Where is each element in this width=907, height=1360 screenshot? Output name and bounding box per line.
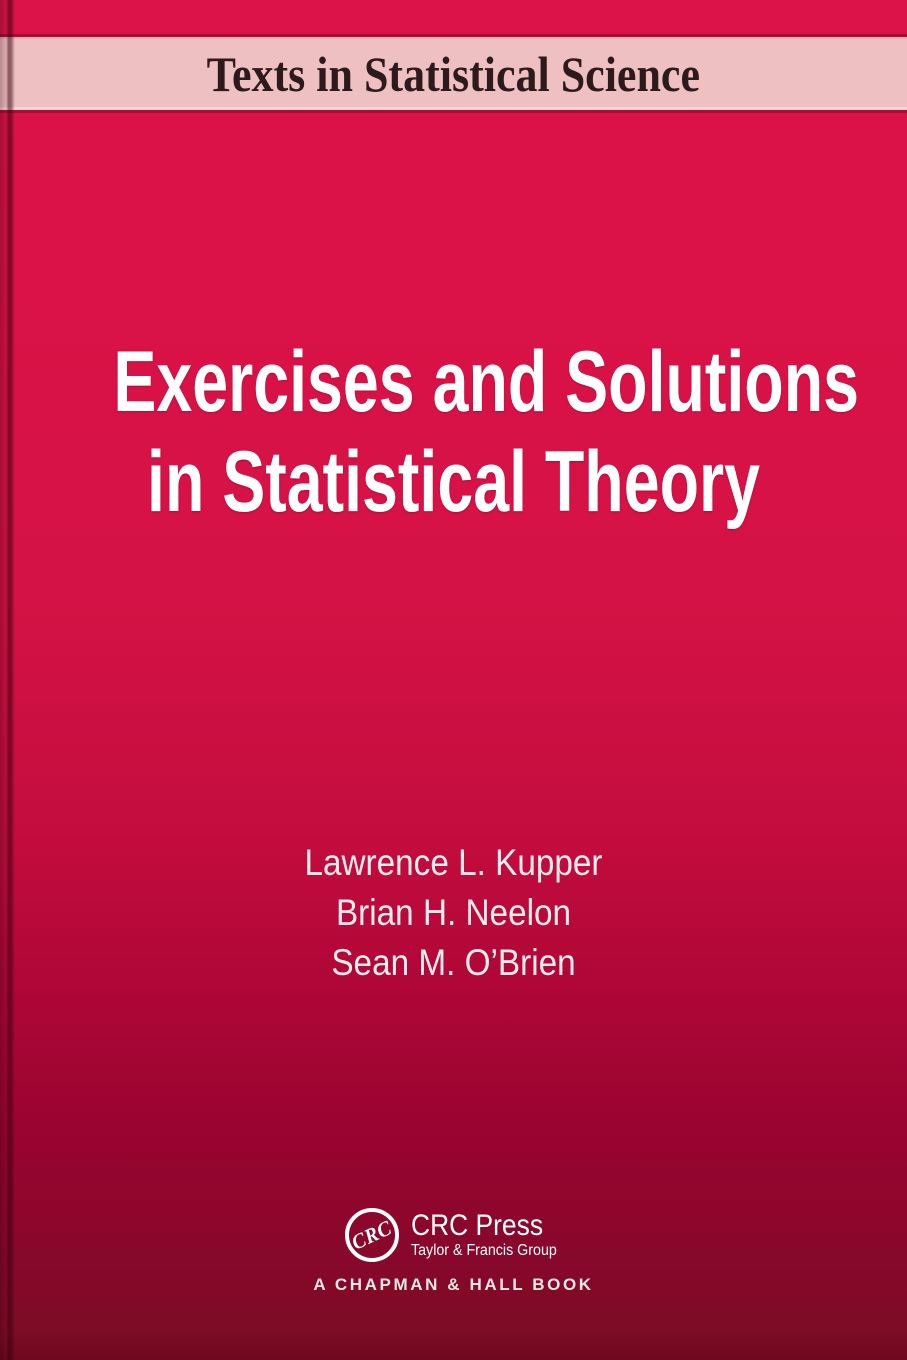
book-title-line-1: Exercises and Solutions	[113, 334, 859, 430]
publisher-block: CRC CRC Press Taylor & Francis Group A C…	[0, 1208, 907, 1295]
crc-logo-text: CRC	[347, 1214, 396, 1255]
spine-shadow	[0, 0, 15, 1360]
author-list: Lawrence L. Kupper Brian H. Neelon Sean …	[0, 838, 907, 988]
imprint-line: A CHAPMAN & HALL BOOK	[313, 1275, 594, 1294]
crc-logo-icon: CRC	[344, 1208, 399, 1262]
author-name: Sean M. O’Brien	[331, 942, 576, 983]
author-name: Brian H. Neelon	[335, 892, 572, 933]
series-banner: Texts in Statistical Science	[0, 37, 907, 110]
book-title-line-2: in Statistical Theory	[147, 434, 760, 530]
book-title: Exercises and Solutions in Statistical T…	[0, 332, 907, 532]
publisher-group: Taylor & Francis Group	[410, 1242, 557, 1259]
publisher-names: CRC Press Taylor & Francis Group	[411, 1210, 563, 1260]
publisher-logo-row: CRC CRC Press Taylor & Francis Group	[344, 1208, 563, 1262]
series-title: Texts in Statistical Science	[206, 45, 701, 102]
publisher-name: CRC Press	[410, 1209, 543, 1242]
author-name: Lawrence L. Kupper	[304, 842, 603, 883]
